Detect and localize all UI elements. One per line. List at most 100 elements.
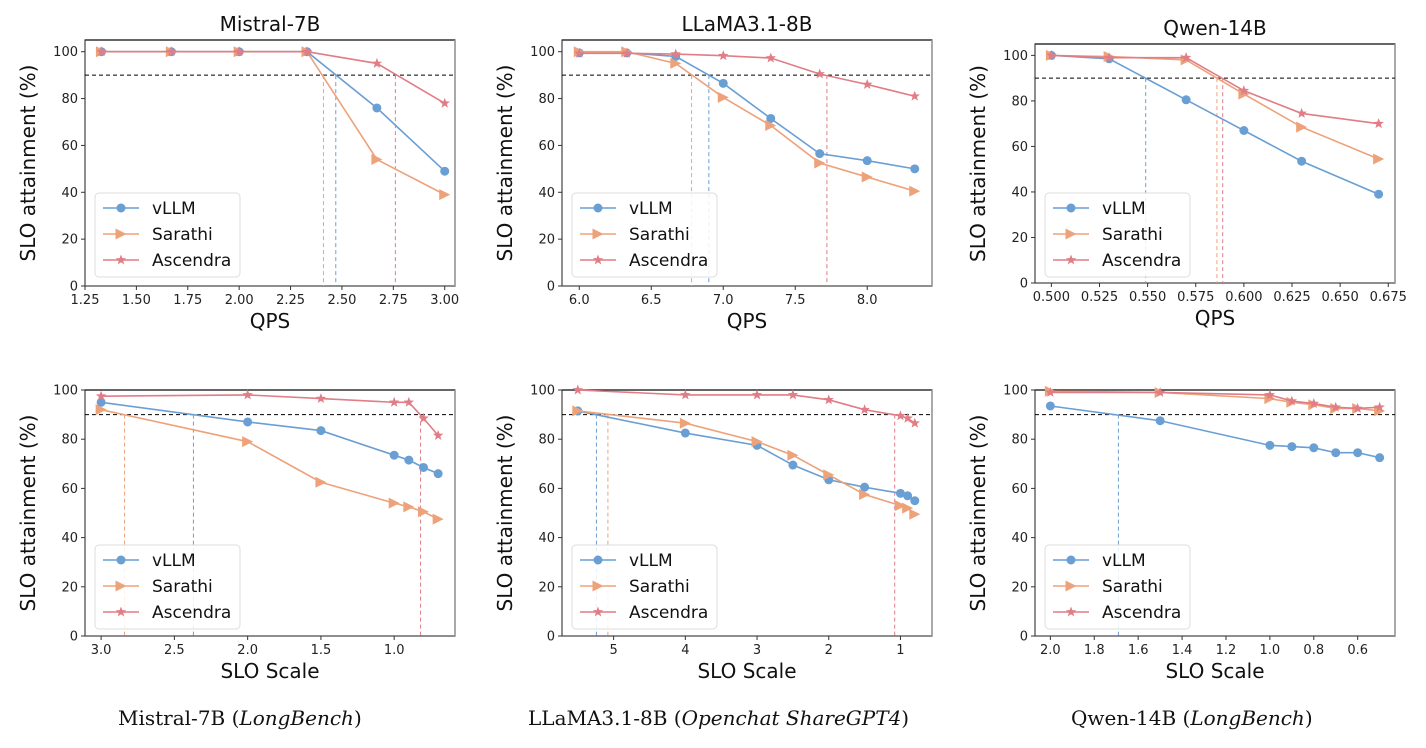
legend-marker-icon xyxy=(115,254,127,265)
data-point-vllm xyxy=(418,462,428,472)
legend-label: Ascendra xyxy=(629,603,708,623)
x-tick-label: 1.0 xyxy=(1260,643,1281,658)
data-point-vllm xyxy=(1287,442,1297,452)
data-point-sarathi xyxy=(403,501,415,513)
data-point-ascendra xyxy=(418,412,429,423)
legend-marker-icon xyxy=(592,580,604,592)
data-point-vllm xyxy=(1374,189,1384,199)
legend-item-ascendra: Ascendra xyxy=(580,251,708,271)
legend-item-ascendra: Ascendra xyxy=(580,603,708,623)
x-tick-label: 2.0 xyxy=(237,643,258,658)
data-point-vllm xyxy=(910,496,920,506)
data-point-sarathi xyxy=(1238,88,1250,100)
data-point-sarathi xyxy=(814,157,826,169)
y-tick-label: 0 xyxy=(1020,630,1028,645)
series-line-sarathi xyxy=(579,50,915,192)
data-point-sarathi xyxy=(242,436,254,448)
legend-marker-icon xyxy=(1065,606,1077,617)
data-point-vllm xyxy=(243,417,253,427)
data-point-sarathi xyxy=(717,91,729,103)
data-point-ascendra xyxy=(1103,52,1115,63)
data-point-sarathi xyxy=(751,436,763,448)
x-tick-label: 5 xyxy=(609,643,617,658)
legend-marker-icon xyxy=(1066,555,1076,565)
legend-box xyxy=(1044,192,1191,278)
legend-item-vllm: vLLM xyxy=(580,199,673,219)
legend-label: Sarathi xyxy=(1102,577,1163,597)
subplot-1: 0 20 40 60 80 100 1.25 1.50 1.75 2.00 2.25 2.50 2.75… xyxy=(16,12,459,333)
data-point-ascendra xyxy=(1374,401,1385,412)
legend-item-ascendra: Ascendra xyxy=(1053,251,1181,271)
legend-label: vLLM xyxy=(152,199,196,219)
data-point-vllm xyxy=(316,426,326,436)
data-point-sarathi xyxy=(679,417,691,429)
data-point-sarathi xyxy=(417,506,429,518)
legend-item-vllm: vLLM xyxy=(1053,551,1146,571)
data-point-ascendra xyxy=(1264,389,1276,400)
data-point-vllm xyxy=(862,156,872,166)
subplot-6: 0 20 40 60 80 100 2.0 1.8 1.6 1.4 1.2 1.0 0.8 0.6 SLO … xyxy=(966,384,1396,683)
data-point-vllm xyxy=(1045,401,1055,411)
legend-item-vllm: vLLM xyxy=(103,551,196,571)
x-tick-label: 0.6 xyxy=(1347,643,1368,658)
data-point-ascendra xyxy=(823,394,834,405)
legend-marker-icon xyxy=(116,555,126,565)
data-point-ascendra xyxy=(1308,398,1320,408)
data-point-ascendra xyxy=(96,46,107,57)
x-axis-label: QPS xyxy=(250,309,291,333)
data-point-vllm xyxy=(433,469,443,479)
legend-label: Ascendra xyxy=(1102,251,1181,271)
data-point-ascendra xyxy=(315,393,327,404)
caption-model: Mistral-7B xyxy=(118,706,226,730)
data-point-sarathi xyxy=(909,508,921,520)
y-tick-label: 0 xyxy=(1020,277,1028,292)
legend-label: Sarathi xyxy=(629,225,690,245)
data-point-sarathi xyxy=(388,497,400,509)
data-point-ascendra xyxy=(432,430,444,440)
data-point-ascendra xyxy=(1286,395,1298,406)
data-point-sarathi xyxy=(572,405,584,417)
legend-item-vllm: vLLM xyxy=(1053,199,1146,219)
y-axis-label: SLO attainment (%) xyxy=(493,415,517,612)
series-line-vllm xyxy=(101,401,439,475)
x-tick-label: 4 xyxy=(681,643,689,658)
y-tick-label: 20 xyxy=(1011,231,1028,246)
x-tick-label: 3.00 xyxy=(430,293,459,308)
data-point-vllm xyxy=(718,78,728,88)
data-point-sarathi xyxy=(1264,393,1276,405)
y-tick-label: 80 xyxy=(1011,433,1028,448)
x-tick-label: 1 xyxy=(896,643,904,658)
data-point-vllm xyxy=(860,482,870,492)
data-point-vllm xyxy=(1239,125,1249,135)
y-tick-label: 60 xyxy=(61,139,78,154)
data-point-ascendra xyxy=(166,46,177,57)
legend-label: Sarathi xyxy=(629,577,690,597)
legend-box xyxy=(94,192,241,278)
data-point-sarathi xyxy=(894,500,906,512)
data-point-ascendra xyxy=(572,384,584,395)
x-tick-label: 2.25 xyxy=(276,293,305,308)
data-point-ascendra xyxy=(1238,85,1250,96)
y-tick-label: 40 xyxy=(538,531,555,546)
y-tick-label: 0 xyxy=(547,630,555,645)
x-tick-label: 7.5 xyxy=(785,293,806,308)
legend-item-sarathi: Sarathi xyxy=(103,225,213,245)
data-point-sarathi xyxy=(1296,121,1308,133)
data-point-vllm xyxy=(1181,95,1191,105)
legend-item-sarathi: Sarathi xyxy=(580,577,690,597)
legend: vLLM Sarathi Ascendra xyxy=(1044,544,1191,630)
legend: vLLM Sarathi Ascendra xyxy=(94,192,241,278)
x-tick-label: 2.5 xyxy=(164,643,185,658)
legend-label: Ascendra xyxy=(1102,603,1181,623)
legend-item-sarathi: Sarathi xyxy=(1053,225,1163,245)
x-tick-label: 1.25 xyxy=(71,293,100,308)
legend-label: Ascendra xyxy=(152,251,231,271)
data-point-ascendra xyxy=(1046,49,1057,60)
x-tick-label: 2.50 xyxy=(327,293,356,308)
legend-item-vllm: vLLM xyxy=(103,199,196,219)
data-point-sarathi xyxy=(432,513,444,525)
data-point-ascendra xyxy=(1296,107,1307,118)
caption-llama: LLaMA3.1-8B (Openchat ShareGPT4) xyxy=(528,706,910,730)
data-point-vllm xyxy=(1353,448,1363,458)
